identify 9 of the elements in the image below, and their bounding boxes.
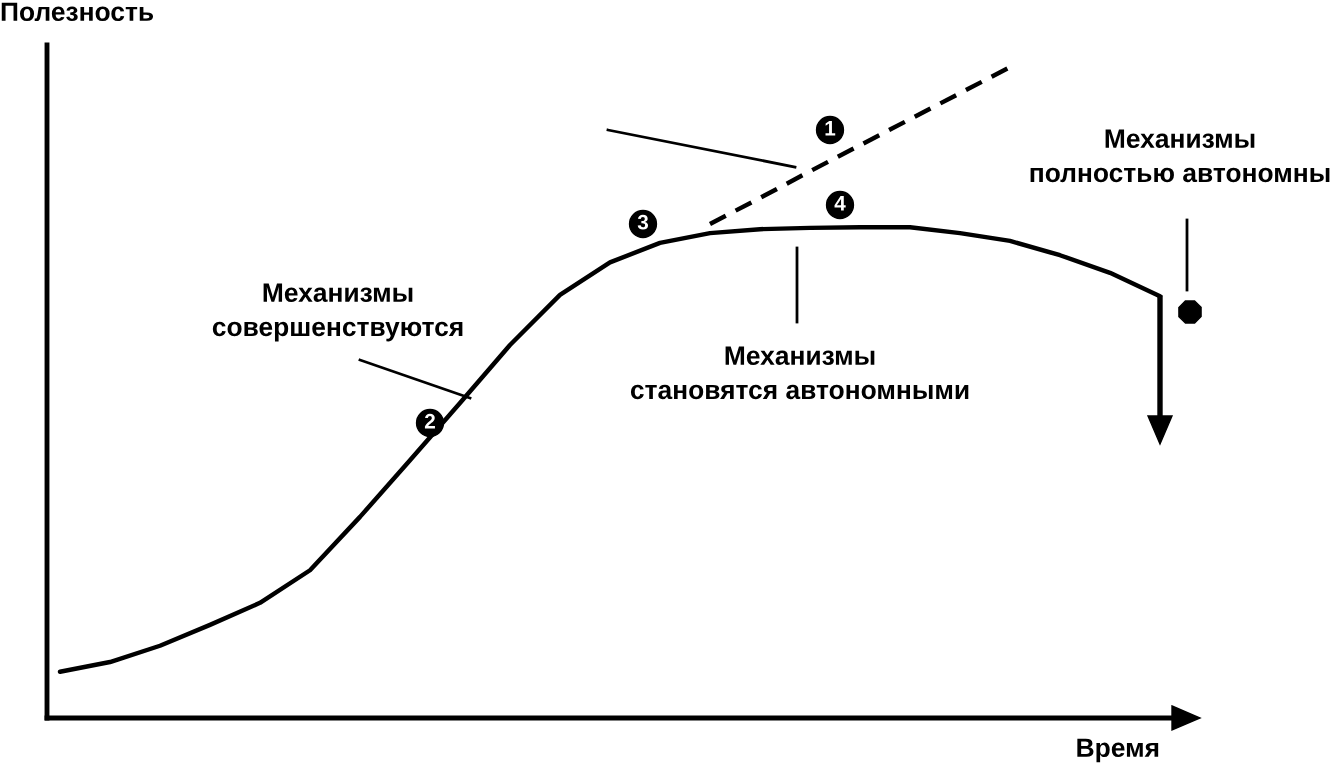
y-axis-title: Полезность xyxy=(1,2,154,22)
x-axis-title: Время xyxy=(1077,738,1159,763)
annotation: Механизмы становятся автономными xyxy=(630,346,969,400)
annotation: 1 xyxy=(825,121,836,136)
annotation: 2 xyxy=(424,413,435,429)
annotation: 4 xyxy=(834,196,846,211)
annotation: Механизмы полностью автономны xyxy=(1030,129,1330,183)
annotation: Механизмы совершенствуются xyxy=(212,283,463,342)
annotation: 3 xyxy=(637,214,649,230)
